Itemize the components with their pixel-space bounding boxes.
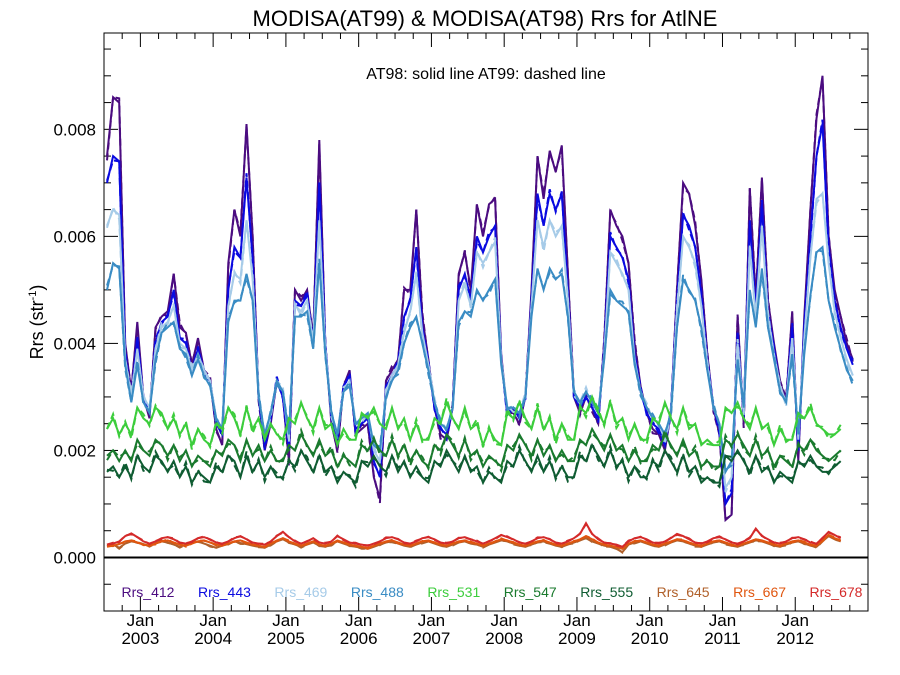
x-tick-label-month: Jan [782,611,809,630]
series-line-rrs_531 [106,394,842,449]
x-tick-label-year: 2003 [121,629,159,648]
legend: Rrs_412 Rrs_443 Rrs_469 Rrs_488 Rrs_531 Rrs_5… [122,584,863,600]
series-line-rrs_547 [106,426,842,469]
legend-item-rrs_443: Rrs_443 [198,584,251,600]
series-line-rrs_469 [106,191,854,492]
legend-item-rrs_547: Rrs_547 [504,584,557,600]
legend-item-rrs_488: Rrs_488 [351,584,404,600]
chart-annotation: AT98: solid line AT99: dashed line [366,66,606,83]
series-line-rrs_678 [106,521,842,548]
x-tick-labels: Jan2003Jan2004Jan2005Jan2006Jan2007Jan20… [121,611,814,648]
x-tick-label-year: 2010 [631,629,669,648]
y-axis-label-close: ) [27,285,47,291]
axis-ticks [103,33,868,611]
series-line-rrs_443-dashed [106,119,854,505]
series-line-rrs_488 [106,245,854,476]
x-tick-label-month: Jan [199,611,226,630]
x-tick-label-month: Jan [490,611,517,630]
x-tick-label-year: 2012 [776,629,814,648]
x-tick-label-month: Jan [272,611,299,630]
x-tick-label-year: 2008 [485,629,523,648]
legend-item-rrs_555: Rrs_555 [580,584,633,600]
y-tick-label: 0.006 [53,227,96,246]
x-tick-label-year: 2011 [704,629,741,648]
y-axis-label-main: Rrs (str [27,300,47,359]
series-line-rrs_555 [106,442,842,485]
legend-item-rrs_531: Rrs_531 [427,584,480,600]
legend-item-rrs_645: Rrs_645 [657,584,710,600]
y-tick-label: 0.008 [53,120,96,139]
series-layer [106,75,854,555]
y-tick-label: 0.004 [53,334,96,353]
legend-item-rrs_412: Rrs_412 [122,584,175,600]
x-tick-label-month: Jan [345,611,372,630]
series-line-rrs_412 [106,75,854,523]
x-tick-label-month: Jan [636,611,663,630]
legend-item-rrs_469: Rrs_469 [274,584,327,600]
x-tick-label-month: Jan [563,611,590,630]
series-line-rrs_443 [106,123,854,508]
x-tick-label-year: 2009 [558,629,596,648]
legend-item-rrs_667: Rrs_667 [733,584,786,600]
series-line-rrs_531-dashed [106,394,842,451]
y-tick-label: 0.002 [53,441,96,460]
legend-item-rrs_678: Rrs_678 [810,584,863,600]
x-tick-label-year: 2006 [340,629,378,648]
y-tick-labels: 0.000 0.002 0.004 0.006 0.008 [53,120,96,567]
series-line-rrs_469-dashed [106,190,854,493]
x-tick-label-month: Jan [418,611,445,630]
y-axis-label: Rrs (str-1) [27,285,47,360]
x-tick-label-year: 2007 [413,629,451,648]
x-tick-label-year: 2004 [194,629,232,648]
y-axis-label-sup: -1 [27,291,39,301]
plot-frame [103,32,869,612]
x-tick-label-year: 2005 [267,629,305,648]
chart-title: MODISA(AT99) & MODISA(AT98) Rrs for AtlN… [253,6,718,31]
x-tick-label-month: Jan [127,611,154,630]
x-tick-label-month: Jan [709,611,736,630]
y-tick-label: 0.000 [53,548,96,567]
series-line-rrs_667 [106,533,842,551]
